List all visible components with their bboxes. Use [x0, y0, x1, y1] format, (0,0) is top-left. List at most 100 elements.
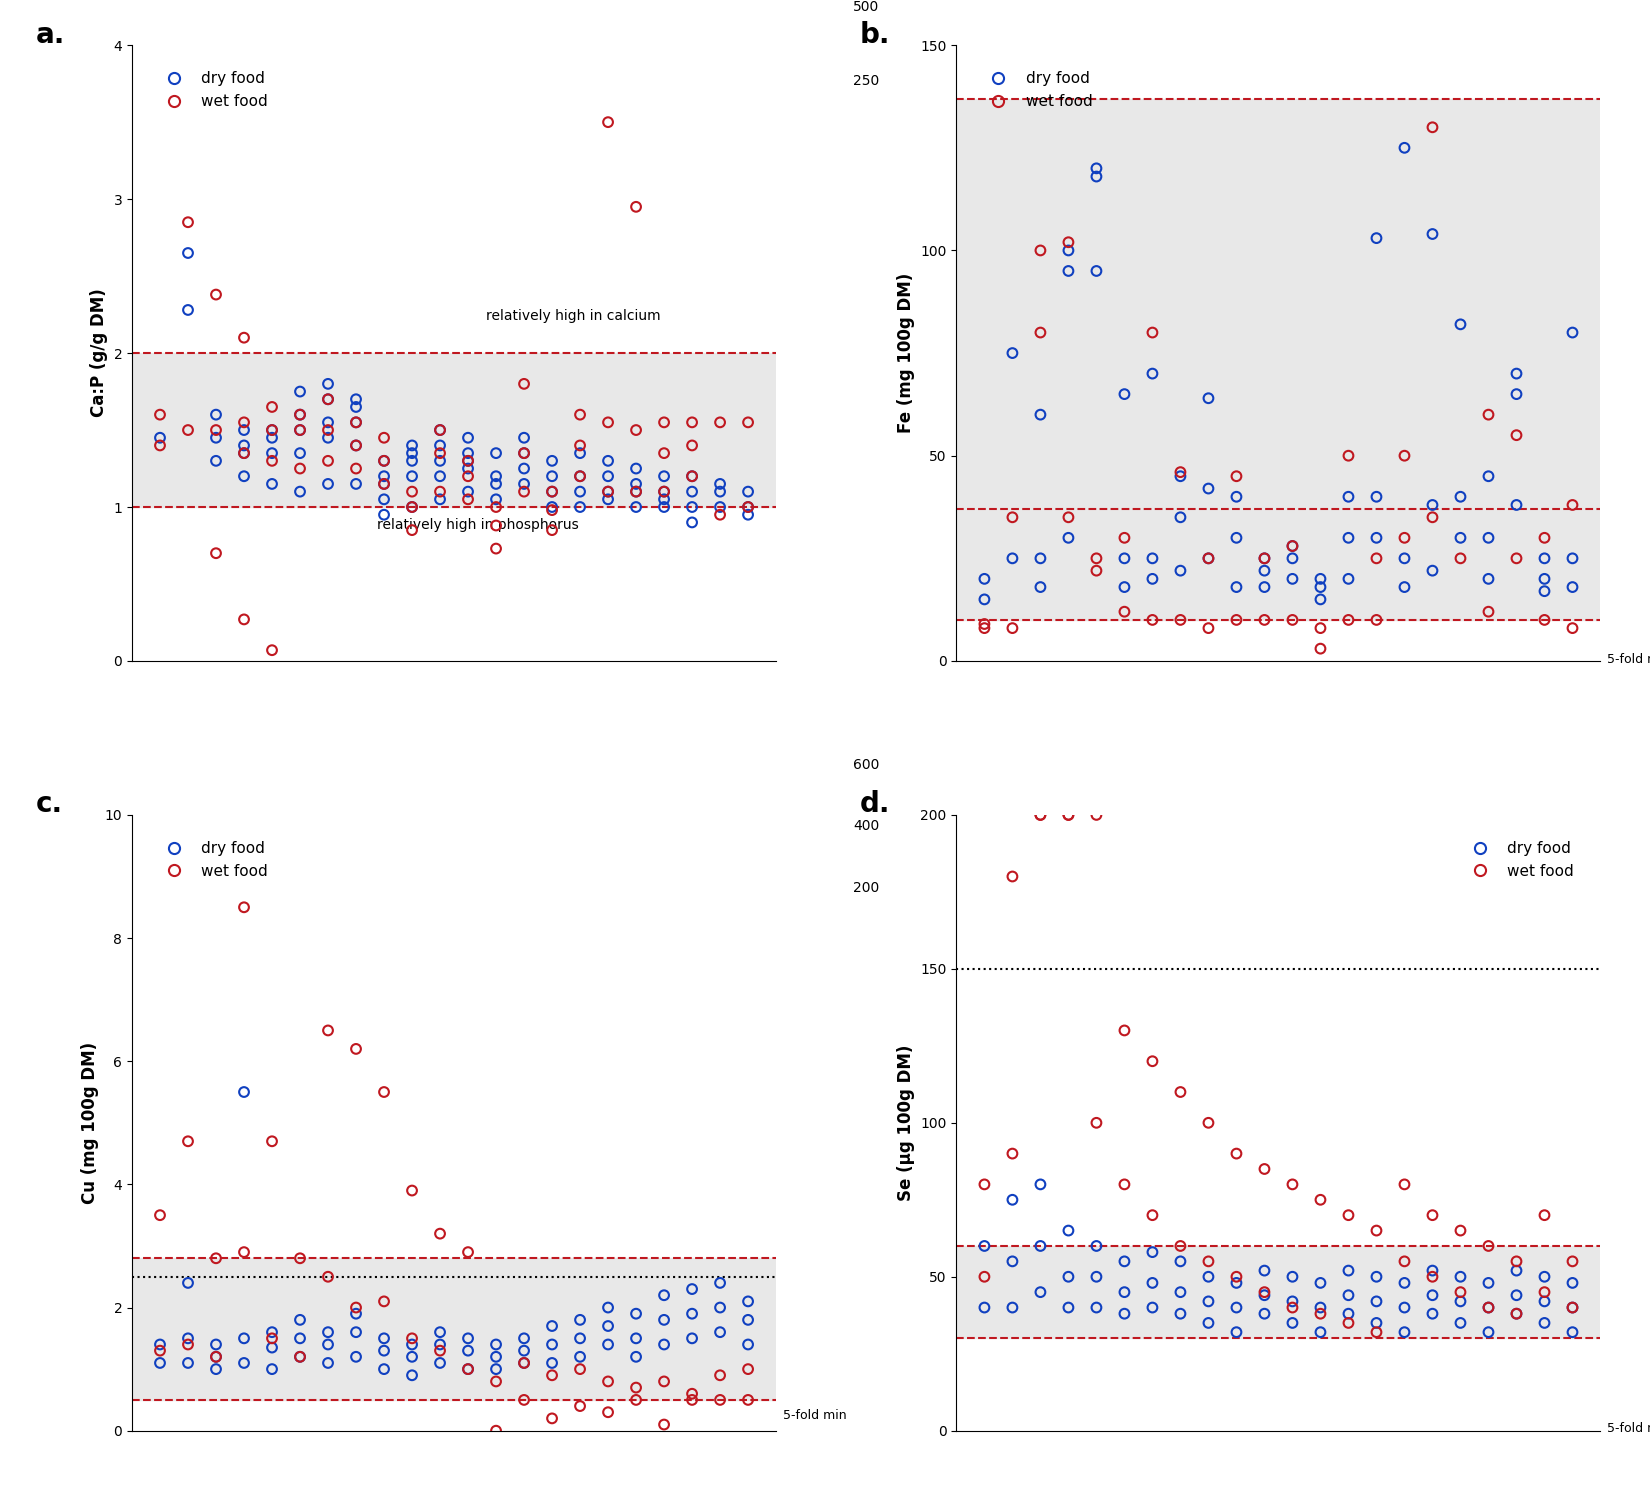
Point — [175, 1333, 201, 1357]
Point — [1475, 566, 1502, 590]
Point — [1503, 1250, 1530, 1274]
Point — [1251, 559, 1277, 583]
Point — [1391, 1295, 1417, 1319]
Point — [147, 1333, 173, 1357]
Point — [1531, 1289, 1558, 1313]
Point — [622, 1301, 648, 1325]
Point — [1419, 505, 1445, 529]
Point — [1559, 1271, 1586, 1295]
Point — [1559, 616, 1586, 640]
Point — [734, 495, 761, 520]
Point — [972, 566, 998, 590]
Point — [203, 449, 229, 473]
Point — [343, 456, 370, 480]
Point — [1056, 259, 1082, 283]
Point — [622, 479, 648, 503]
Point — [622, 479, 648, 503]
Point — [1028, 547, 1054, 571]
Point — [512, 1389, 538, 1413]
Point — [1000, 1142, 1026, 1166]
Point — [1363, 608, 1389, 633]
Point — [568, 464, 594, 488]
Point — [147, 426, 173, 450]
Point — [1335, 1259, 1361, 1283]
Point — [734, 1333, 761, 1357]
Point — [678, 495, 705, 520]
Point — [1559, 492, 1586, 517]
Point — [147, 1351, 173, 1375]
Point — [1028, 238, 1054, 262]
Point — [650, 464, 676, 488]
Point — [231, 1239, 257, 1264]
Point — [455, 479, 482, 503]
Point — [1028, 1172, 1054, 1196]
Point — [427, 1333, 454, 1357]
Point — [371, 471, 398, 495]
Point — [1279, 535, 1305, 559]
Point — [1307, 1301, 1333, 1325]
Point — [1363, 526, 1389, 550]
Point — [1110, 1250, 1137, 1274]
Point — [1167, 464, 1193, 488]
Point — [1475, 1233, 1502, 1258]
Point — [455, 1239, 482, 1264]
Point — [371, 426, 398, 450]
Point — [512, 1339, 538, 1363]
Point — [1363, 226, 1389, 250]
Point — [1251, 547, 1277, 571]
Point — [512, 1351, 538, 1375]
Point — [259, 441, 285, 465]
Point — [1084, 803, 1110, 827]
Point — [203, 402, 229, 426]
Point — [1559, 1295, 1586, 1319]
Point — [1279, 1265, 1305, 1289]
Point — [1084, 1295, 1110, 1319]
Point — [175, 419, 201, 443]
Point — [203, 1333, 229, 1357]
Bar — [132, 352, 775, 508]
Point — [1084, 164, 1110, 188]
Point — [1419, 492, 1445, 517]
Point — [1138, 361, 1165, 386]
Point — [343, 1295, 370, 1319]
Legend: dry food, wet food: dry food, wet food — [152, 65, 274, 114]
Point — [568, 402, 594, 426]
Point — [1084, 157, 1110, 181]
Point — [1000, 547, 1026, 571]
Point — [972, 1172, 998, 1196]
Point — [1531, 1280, 1558, 1304]
Point — [1251, 1280, 1277, 1304]
Point — [1028, 402, 1054, 426]
Point — [1475, 1295, 1502, 1319]
Point — [399, 1333, 426, 1357]
Point — [427, 419, 454, 443]
Point — [678, 1381, 705, 1405]
Point — [343, 1301, 370, 1325]
Point — [287, 1345, 314, 1369]
Point — [1503, 1283, 1530, 1307]
Point — [1363, 1218, 1389, 1242]
Point — [650, 410, 676, 434]
Point — [1056, 803, 1082, 827]
Legend: dry food, wet food: dry food, wet food — [152, 834, 274, 884]
Point — [1307, 1188, 1333, 1212]
Point — [483, 1333, 510, 1357]
Point — [455, 1357, 482, 1381]
Point — [706, 1271, 733, 1295]
Point — [972, 1295, 998, 1319]
Point — [455, 1339, 482, 1363]
Point — [1391, 1271, 1417, 1295]
Point — [175, 1327, 201, 1351]
Point — [512, 471, 538, 495]
Point — [315, 1321, 342, 1345]
Point — [540, 498, 566, 523]
Point — [1084, 1233, 1110, 1258]
Point — [1475, 599, 1502, 623]
Point — [1335, 1203, 1361, 1227]
Point — [1531, 1203, 1558, 1227]
Point — [1447, 312, 1473, 336]
Point — [1419, 1265, 1445, 1289]
Point — [1251, 1283, 1277, 1307]
Point — [1279, 566, 1305, 590]
Point — [203, 1345, 229, 1369]
